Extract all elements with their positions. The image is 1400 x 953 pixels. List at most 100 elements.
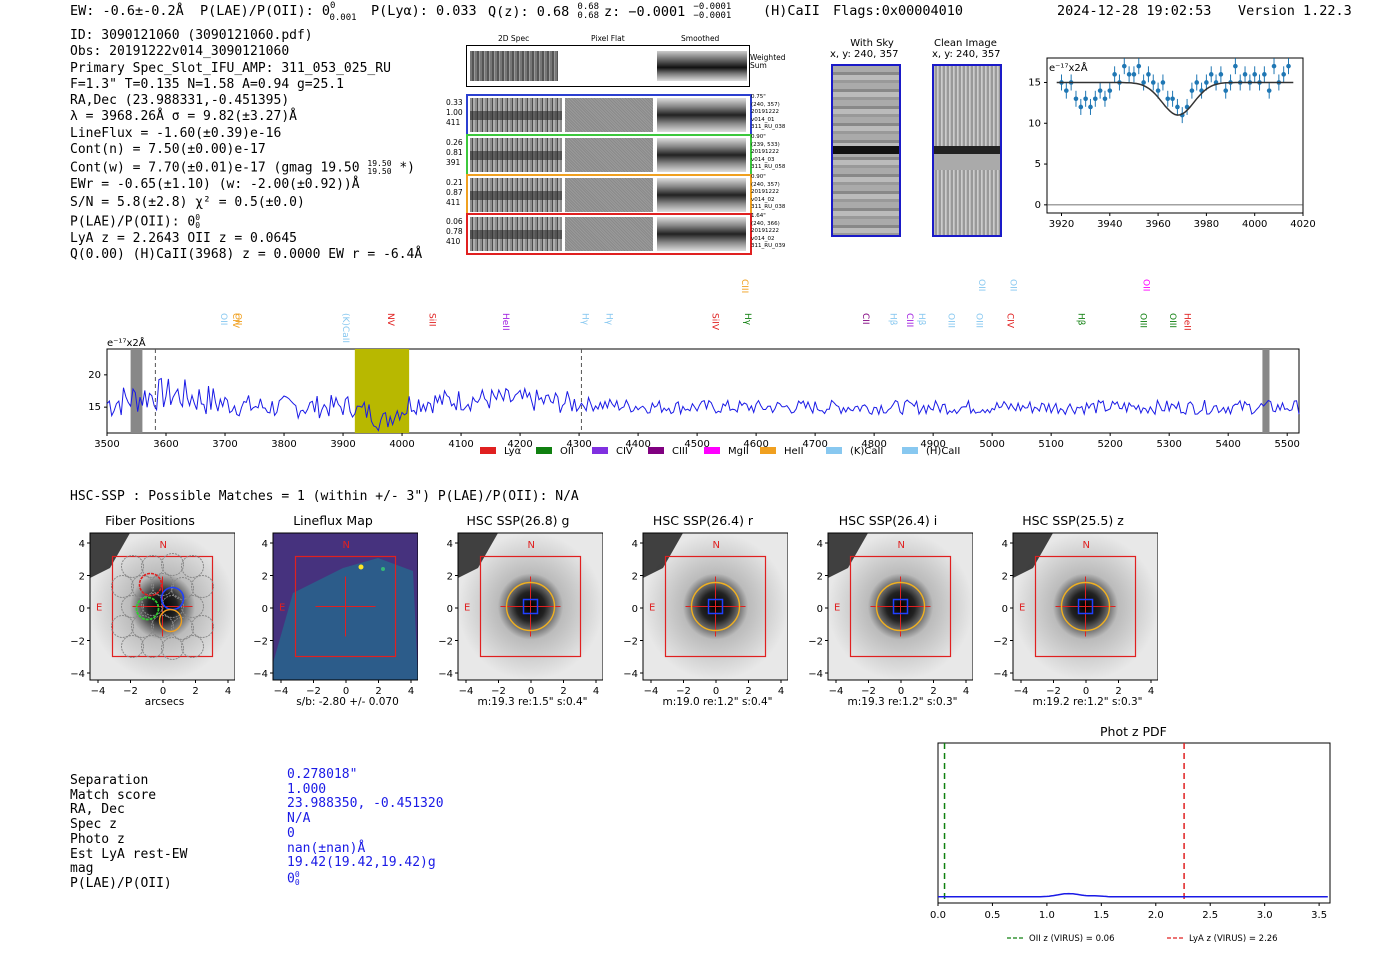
hsc-y-tick: −2 [993,637,1008,648]
hsc-x-tick: −2 [123,686,138,697]
hsc-y-tick: −2 [253,637,268,648]
hsc-x-tick: 0 [343,686,349,697]
label-separation: Separation [70,773,149,788]
spectrum-line-label: CIV [230,313,240,329]
hsc-y-tick: 2 [1002,572,1008,583]
aperture-box [664,555,767,658]
info-lambda: λ = 3968.26Å σ = 9.82(±3.27)Å [70,109,297,125]
east-label: E [464,603,470,614]
spectrum-x-tick: 4600 [743,439,768,450]
zoom-point [1242,72,1248,77]
header-qz: Q(z): 0.68 0.68 0.68 [488,2,600,21]
target-box [522,598,539,615]
zoom-x-tick: 3980 [1194,219,1219,230]
hsc-x-tick: 4 [225,686,231,697]
spectrum-x-tick: 4500 [684,439,709,450]
match-values: 0.278018" 1.000 23.988350, -0.451320 N/A… [287,767,444,887]
label-lya-ew: Est LyA rest-EW [70,846,188,862]
spectrum-y-tick: 15 [88,402,101,413]
hsc-x-tick: −4 [829,686,844,697]
hsc-x-tick: 2 [192,686,198,697]
zoom-point [1097,88,1103,93]
legend-label: (H)CaII [926,446,960,457]
hsc-panel: N E 4 2 0 −2 −4 −4 −2 0 2 4 [993,532,1158,697]
north-label: N [1083,540,1090,551]
legend-swatch [648,447,664,454]
masked-band [130,349,143,433]
zoom-x-tick: 3920 [1049,219,1074,230]
weighted-sum-label: Weighted Sum [750,53,786,70]
hsc-x-tick: −2 [676,686,691,697]
fiber-circle [181,595,204,618]
hsc-x-tick: 2 [745,686,751,697]
cutout-2dspec [470,217,562,251]
cutout-smoothed [657,178,746,212]
header-plya: P(Lyα): 0.033 [371,3,477,19]
hsc-y-tick: 2 [447,572,453,583]
ellipse-aperture [505,581,556,632]
value-separation: 0.278018" [287,767,358,782]
north-label: N [343,540,350,551]
hsc-panel-caption: m:19.2 re:1.2" s:0.3" [1032,696,1143,708]
zoom-units: e⁻¹⁷x2Å [1049,61,1088,74]
header-plae: P(LAE)/P(OII): 000.001 [200,1,357,23]
hsc-x-tick: −2 [491,686,506,697]
hsc-y-tick: −4 [808,669,823,680]
spectrum-line-label: OII [233,313,243,325]
zoom-x-tick: 3960 [1145,219,1170,230]
value-photoz: 0 [287,825,295,841]
spectrum-line-label: SiIV [710,313,720,331]
zoom-point [1107,88,1113,93]
spectrum-line-label: Hγ [580,313,590,326]
spectrum-line-label: HeII [500,313,510,331]
weighted-2dspec [470,51,558,81]
photz-x-tick: 1.5 [1093,910,1109,921]
hsc-y-tick: −2 [808,637,823,648]
photz-chart: 0.0 0.5 1.0 1.5 2.0 2.5 3.0 3.5 OII z (VIRUS) =… [930,742,1331,944]
info-obs: Obs: 20191222v014_3090121060 [70,44,290,60]
legend-label: OII [560,446,574,457]
label-match-score: Match score [70,787,157,803]
cutout-row [466,174,752,216]
spectrum-x-tick: 5300 [1156,439,1181,450]
spectrum-line-label: Hγ [603,313,613,326]
spectrum-x-tick: 3800 [271,439,296,450]
photz-legend: OII z (VIRUS) = 0.06 LyA z (VIRUS) = 2.2… [1007,934,1278,944]
spectrum-line-label: CIII [739,279,749,293]
spectrum-y-tick: 20 [88,370,101,381]
hsc-x-tick: −4 [1014,686,1029,697]
hsc-panel-caption: arcsecs [144,696,185,708]
hsc-x-tick: 0 [898,686,904,697]
zoom-point [1208,72,1214,77]
hsc-y-tick: 4 [632,539,638,550]
zoom-point [1281,72,1286,77]
info-contw: Cont(w) = 7.70(±0.01)e-17 (gmag 19.50 19… [70,159,415,177]
hsc-y-tick: −4 [253,669,268,680]
hsc-x-tick: 0 [160,686,166,697]
label-specz: Spec z [70,817,117,833]
zoom-point [1136,63,1142,69]
with-sky-coords: x, y: 240, 357 [830,49,899,60]
zoom-point [1083,96,1088,102]
zoom-point [1126,72,1132,77]
zoom-point [1233,63,1238,69]
hsc-y-tick: −4 [438,669,453,680]
hsc-x-tick: −4 [274,686,289,697]
cutout-pixelflat [565,217,653,251]
clean-image [932,64,1002,237]
hsc-y-tick: 2 [817,572,823,583]
hsc-y-tick: −2 [623,637,638,648]
spectrum-line-label: CIV [1005,313,1015,329]
spectrum-x-tick: 4400 [625,439,650,450]
spectrum-line-label: OIII [946,313,956,328]
east-label: E [834,603,840,614]
zoom-point [1078,104,1084,110]
legend-swatch [760,447,776,454]
cutout-2dspec [470,178,562,212]
masked-band [1262,349,1270,433]
zoom-x-tick: 4020 [1290,219,1315,230]
legend-swatch [826,447,842,454]
aperture-box [479,555,582,658]
hsc-x-tick: 0 [713,686,719,697]
